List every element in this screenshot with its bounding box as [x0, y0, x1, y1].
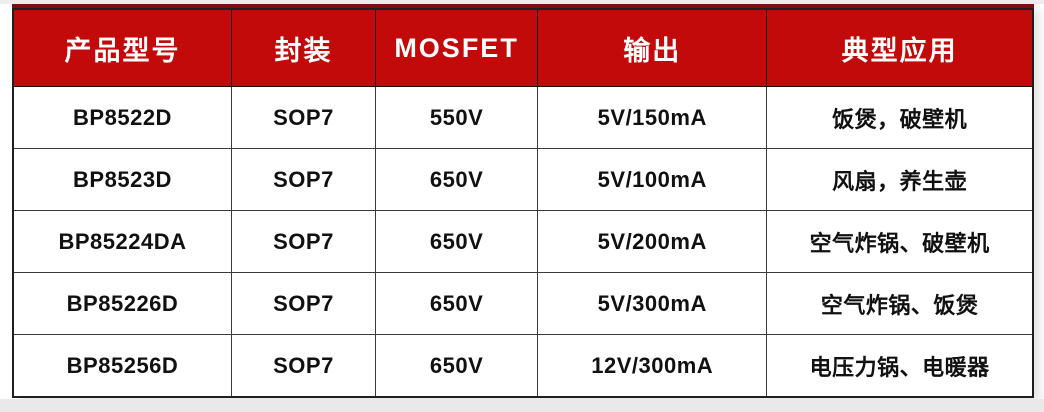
- column-header-output: 输出: [537, 8, 768, 87]
- column-header-package: 封装: [230, 8, 376, 87]
- page-bottom-edge: [0, 399, 1044, 412]
- table-body: BP8522D SOP7 550V 5V/150mA 饭煲，破壁机 BP8523D SOP7…: [12, 86, 1034, 398]
- table-top-accent-bar: [12, 4, 1034, 8]
- cell-model: BP85224DA: [12, 210, 232, 273]
- cell-mosfet: 650V: [374, 210, 539, 273]
- cell-application: 空气炸锅、饭煲: [766, 272, 1034, 335]
- cell-mosfet: 550V: [374, 86, 539, 149]
- table-row: BP8522D SOP7 550V 5V/150mA 饭煲，破壁机: [12, 86, 1034, 149]
- cell-output: 5V/300mA: [537, 272, 768, 335]
- cell-output: 5V/150mA: [537, 86, 768, 149]
- cell-output: 5V/100mA: [537, 148, 768, 211]
- header-row: 产品型号 封装 MOSFET 输出 典型应用: [12, 8, 1034, 87]
- cell-package: SOP7: [230, 210, 376, 273]
- cell-model: BP8523D: [12, 148, 232, 211]
- table-row: BP85224DA SOP7 650V 5V/200mA 空气炸锅、破壁机: [12, 210, 1034, 273]
- cell-mosfet: 650V: [374, 334, 539, 398]
- cell-model: BP8522D: [12, 86, 232, 149]
- cell-mosfet: 650V: [374, 272, 539, 335]
- cell-application: 电压力锅、电暖器: [766, 334, 1034, 398]
- table-row: BP85256D SOP7 650V 12V/300mA 电压力锅、电暖器: [12, 334, 1034, 398]
- cell-package: SOP7: [230, 148, 376, 211]
- product-table: 产品型号 封装 MOSFET 输出 典型应用 BP8522D SOP7 550V 5V/150…: [12, 8, 1034, 398]
- cell-output: 5V/200mA: [537, 210, 768, 273]
- cell-package: SOP7: [230, 272, 376, 335]
- cell-application: 空气炸锅、破壁机: [766, 210, 1034, 273]
- cell-application: 饭煲，破壁机: [766, 86, 1034, 149]
- cell-application: 风扇，养生壶: [766, 148, 1034, 211]
- cell-model: BP85256D: [12, 334, 232, 398]
- cell-package: SOP7: [230, 86, 376, 149]
- column-header-mosfet: MOSFET: [374, 8, 539, 87]
- cell-output: 12V/300mA: [537, 334, 768, 398]
- table-row: BP8523D SOP7 650V 5V/100mA 风扇，养生壶: [12, 148, 1034, 211]
- cell-mosfet: 650V: [374, 148, 539, 211]
- column-header-model: 产品型号: [12, 8, 232, 87]
- page-top-edge: [0, 0, 1044, 4]
- table-header: 产品型号 封装 MOSFET 输出 典型应用: [12, 8, 1034, 87]
- product-selection-table: 产品型号 封装 MOSFET 输出 典型应用 BP8522D SOP7 550V 5V/150…: [12, 4, 1034, 398]
- table-row: BP85226D SOP7 650V 5V/300mA 空气炸锅、饭煲: [12, 272, 1034, 335]
- cell-package: SOP7: [230, 334, 376, 398]
- column-header-application: 典型应用: [766, 8, 1034, 87]
- cell-model: BP85226D: [12, 272, 232, 335]
